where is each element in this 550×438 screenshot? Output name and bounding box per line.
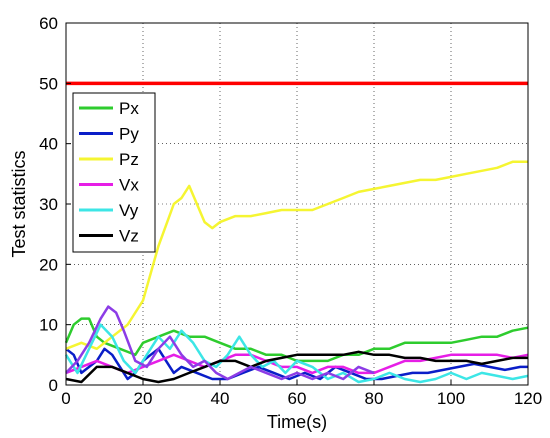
series-line-vy: [64, 323, 529, 384]
series-line-pz: [65, 160, 528, 351]
x-tick-label: 60: [288, 389, 307, 408]
legend-label: Py: [119, 125, 139, 144]
legend-label: Vz: [119, 227, 139, 246]
x-tick-label: 20: [134, 389, 153, 408]
series-line-unlabeled: [65, 305, 375, 381]
y-tick-label: 50: [39, 74, 58, 93]
legend: Px Py Pz Vx Vy Vz: [72, 92, 156, 253]
x-tick-label: 100: [437, 389, 465, 408]
x-tick-label: 120: [514, 389, 542, 408]
x-tick-label: 40: [211, 389, 230, 408]
y-tick-label: 0: [49, 376, 58, 395]
series-line-py: [65, 347, 528, 381]
y-tick-label: 10: [39, 316, 58, 335]
y-tick-label: 60: [39, 14, 58, 33]
axis-ticks: 0 20 40 60 80 100 120 0 10 20 30 40 50 60: [39, 14, 542, 408]
series-line-vx: [65, 353, 529, 375]
x-tick-label: 80: [365, 389, 384, 408]
x-tick-label: 0: [61, 389, 70, 408]
legend-label: Px: [119, 99, 139, 118]
y-axis-label: Test statistics: [9, 150, 29, 257]
series-line-vz: [65, 350, 528, 384]
legend-label: Vy: [119, 201, 139, 220]
legend-label: Vx: [119, 176, 139, 195]
y-tick-label: 30: [39, 195, 58, 214]
series-lines: [64, 160, 529, 384]
legend-box: [72, 92, 156, 253]
series-line-px: [64, 317, 529, 363]
legend-label: Pz: [119, 150, 139, 169]
y-tick-label: 20: [39, 255, 58, 274]
y-tick-label: 40: [39, 135, 58, 154]
x-axis-label: Time(s): [267, 412, 327, 432]
